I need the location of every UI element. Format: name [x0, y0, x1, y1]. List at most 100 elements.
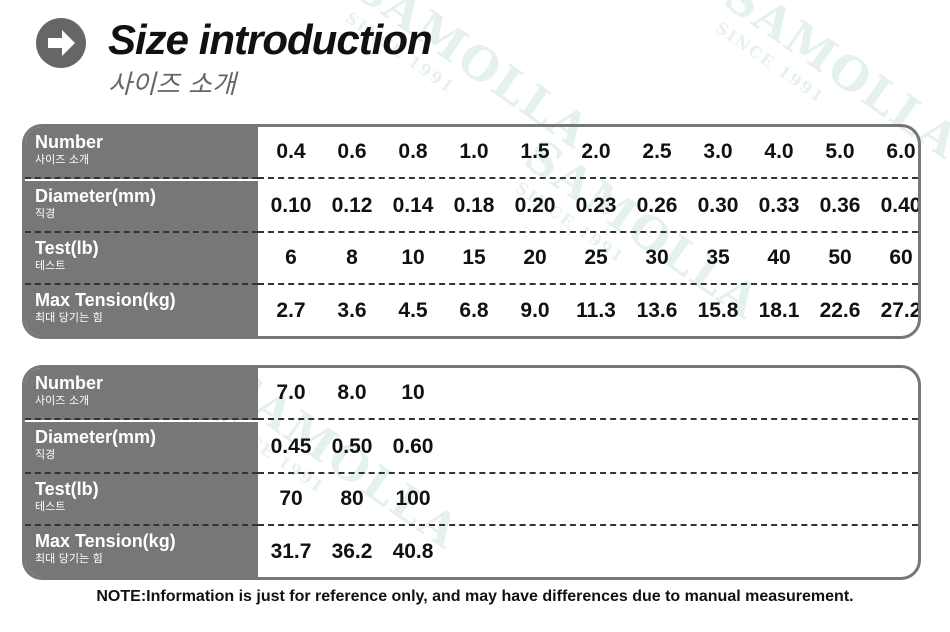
table-cell: 4.5	[398, 299, 428, 322]
row-values: 0.45 0.50 0.60	[258, 422, 918, 474]
table-cell: 0.14	[392, 194, 434, 217]
table-cell: 6.8	[459, 299, 489, 322]
row-values: 7.0 8.0 10	[258, 368, 918, 420]
table-cell: 15.8	[697, 299, 739, 322]
table-cell: 0.30	[697, 194, 739, 217]
table-cell: 0.50	[331, 435, 373, 458]
row-values: 70 80 100	[258, 474, 918, 526]
row-values: 0.10 0.12 0.14 0.18 0.20 0.23 0.26 0.30 0.33 0.36…	[258, 181, 918, 233]
row-test: Test(lb) 테스트 6 8 10 15 20 25 30 35 40 50 60	[25, 233, 918, 285]
row-label-tension: Max Tension(kg) 최대 당기는 힘	[25, 285, 258, 336]
table-cell: 10	[401, 246, 425, 269]
row-number: Number 사이즈 소개 7.0 8.0 10	[25, 368, 918, 420]
row-label-number: Number 사이즈 소개	[25, 127, 258, 179]
row-label-tension: Max Tension(kg) 최대 당기는 힘	[25, 526, 258, 577]
table-cell: 36.2	[331, 540, 373, 563]
size-table-1: Number 사이즈 소개 0.4 0.6 0.8 1.0 1.5 2.0 2.5 3.0 4.…	[22, 124, 921, 339]
table-cell: 100	[395, 487, 431, 510]
table-cell: 2.5	[642, 140, 672, 163]
row-tension: Max Tension(kg) 최대 당기는 힘 31.7 36.2 40.8	[25, 526, 918, 577]
row-values: 6 8 10 15 20 25 30 35 40 50 60	[258, 233, 918, 285]
table-cell: 35	[706, 246, 730, 269]
page-subtitle: 사이즈 소개	[108, 70, 236, 100]
table-cell: 40.8	[392, 540, 434, 563]
table-cell: 4.0	[764, 140, 794, 163]
label-ko: 직경	[35, 448, 56, 461]
table-cell: 22.6	[819, 299, 861, 322]
label-en: Test(lb)	[35, 238, 99, 258]
disclaimer-note: NOTE:Information is just for reference o…	[96, 588, 854, 605]
row-label-diameter: Diameter(mm) 직경	[25, 181, 258, 233]
table-cell: 3.6	[337, 299, 367, 322]
table-cell: 8.0	[337, 381, 367, 404]
table-cell: 11.3	[576, 299, 616, 322]
label-en: Diameter(mm)	[35, 186, 157, 206]
row-label-diameter: Diameter(mm) 직경	[25, 422, 258, 474]
table-cell: 3.0	[703, 140, 733, 163]
row-test: Test(lb) 테스트 70 80 100	[25, 474, 918, 526]
row-label-test: Test(lb) 테스트	[25, 233, 258, 285]
table-cell: 25	[584, 246, 608, 269]
table-cell: 0.4	[276, 140, 306, 163]
label-ko: 사이즈 소개	[35, 153, 90, 166]
label-ko: 테스트	[35, 500, 66, 513]
table-cell: 0.18	[453, 194, 495, 217]
table-cell: 20	[523, 246, 547, 269]
label-en: Number	[35, 132, 104, 152]
table-cell: 50	[828, 246, 852, 269]
table-cell: 5.0	[825, 140, 855, 163]
table-cell: 2.0	[581, 140, 611, 163]
label-en: Diameter(mm)	[35, 427, 157, 447]
table-cell: 27.2	[880, 299, 921, 322]
label-en: Max Tension(kg)	[35, 290, 176, 310]
table-cell: 6	[285, 246, 297, 269]
arrow-right-circle-icon	[36, 18, 86, 68]
table-cell: 0.12	[331, 194, 373, 217]
row-tension: Max Tension(kg) 최대 당기는 힘 2.7 3.6 4.5 6.8 9.0…	[25, 285, 921, 336]
table-cell: 70	[279, 487, 303, 510]
table-cell: 1.5	[520, 140, 550, 163]
table-cell: 0.40	[880, 194, 921, 217]
table-cell: 0.60	[392, 435, 434, 458]
table-cell: 0.36	[819, 194, 861, 217]
table-cell: 15	[462, 246, 486, 269]
label-ko: 직경	[35, 207, 56, 220]
row-values: 2.7 3.6 4.5 6.8 9.0 11.3 13.6 15.8 18.1 22.6 27.2	[258, 285, 921, 336]
table-cell: 9.0	[520, 299, 550, 322]
table-cell: 0.20	[514, 194, 556, 217]
table-cell: 13.6	[636, 299, 678, 322]
label-en: Test(lb)	[35, 479, 99, 499]
table-cell: 8	[346, 246, 358, 269]
table-cell: 80	[340, 487, 364, 510]
table-cell: 31.7	[270, 540, 312, 563]
table-cell: 0.26	[636, 194, 678, 217]
table-cell: 18.1	[758, 299, 800, 322]
table-cell: 30	[645, 246, 669, 269]
label-ko: 최대 당기는 힘	[35, 552, 103, 565]
label-en: Max Tension(kg)	[35, 531, 176, 551]
label-ko: 사이즈 소개	[35, 394, 90, 407]
table-cell: 0.10	[270, 194, 312, 217]
table-cell: 0.8	[398, 140, 428, 163]
row-diameter: Diameter(mm) 직경 0.45 0.50 0.60	[25, 422, 918, 474]
table-cell: 10	[401, 381, 425, 404]
row-diameter: Diameter(mm) 직경 0.10 0.12 0.14 0.18 0.20 0.23…	[25, 181, 918, 233]
size-table-2: Number 사이즈 소개 7.0 8.0 10 Diameter(mm) 직경 0…	[22, 365, 921, 580]
table-cell: 60	[889, 246, 913, 269]
table-cell: 40	[767, 246, 791, 269]
label-en: Number	[35, 373, 104, 393]
row-label-test: Test(lb) 테스트	[25, 474, 258, 526]
row-label-number: Number 사이즈 소개	[25, 368, 258, 420]
table-cell: 0.23	[575, 194, 617, 217]
table-cell: 1.0	[459, 140, 489, 163]
row-values: 31.7 36.2 40.8	[258, 526, 918, 577]
label-ko: 최대 당기는 힘	[35, 311, 103, 324]
table-cell: 6.0	[886, 140, 916, 163]
page-title: Size introduction	[108, 16, 433, 63]
row-number: Number 사이즈 소개 0.4 0.6 0.8 1.0 1.5 2.0 2.5 3.0 4.…	[25, 127, 918, 179]
table-cell: 7.0	[276, 381, 306, 404]
table-cell: 0.45	[270, 435, 312, 458]
label-ko: 테스트	[35, 259, 66, 272]
table-cell: 0.6	[337, 140, 367, 163]
table-cell: 2.7	[276, 299, 306, 322]
